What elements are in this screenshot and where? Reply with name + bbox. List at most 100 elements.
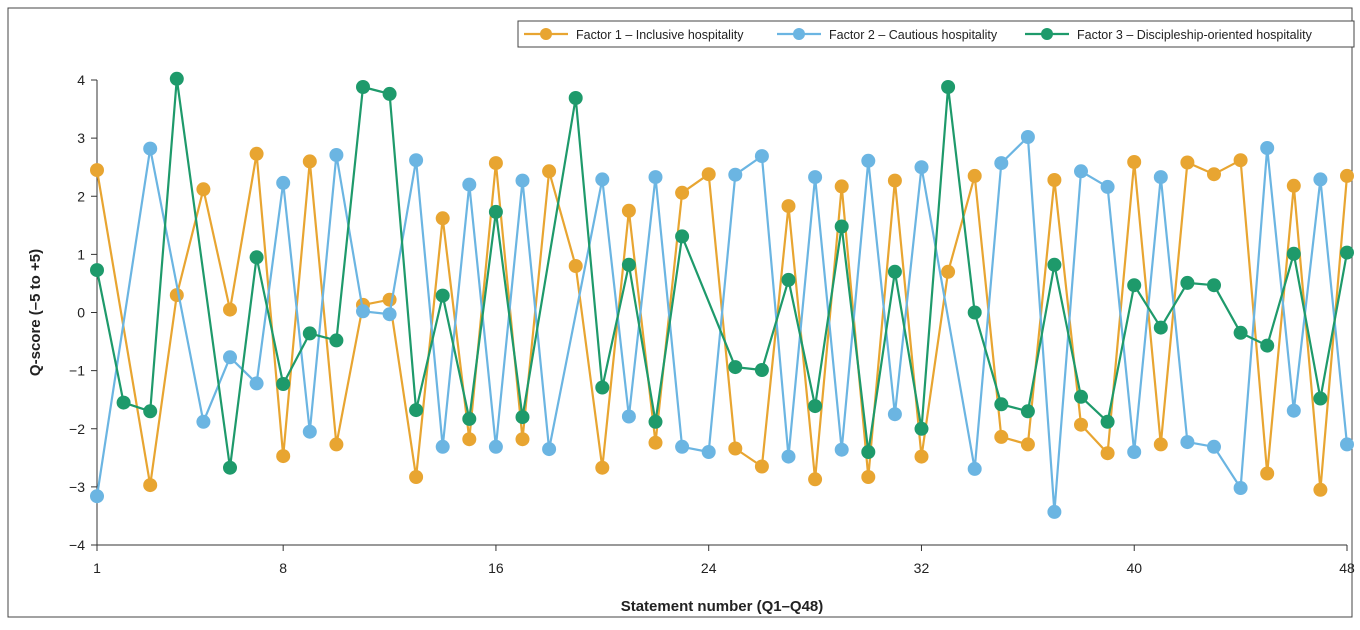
data-point [808,170,823,185]
data-point [276,377,291,391]
data-point [834,179,849,194]
y-axis-title: Q-score (–5 to +5) [27,249,44,376]
y-tick-label: −3 [69,479,85,495]
data-point [223,350,237,365]
data-point [515,432,530,447]
data-point [1207,167,1221,182]
series-2 [90,130,1354,519]
data-point [1020,404,1035,419]
data-point [861,153,876,168]
data-point [435,439,450,454]
data-point [1074,389,1088,404]
data-point [834,442,849,457]
data-point [1233,153,1248,168]
data-point [1153,320,1168,335]
legend: Factor 1 – Inclusive hospitality Factor 2… [517,20,1355,48]
data-point [967,168,982,183]
data-point [648,414,663,429]
data-point [488,439,503,454]
data-point [941,80,956,94]
data-point [1233,325,1248,340]
legend-label: Factor 3 – Discipleship-oriented hospita… [1077,28,1313,42]
data-point [1127,278,1142,293]
data-point [488,156,503,171]
legend-swatch-marker [793,28,805,40]
legend-label: Factor 2 – Cautious hospitality [829,28,998,42]
series-line [95,135,1349,513]
legend-swatch-marker [540,28,552,40]
y-tick-label: −1 [69,363,85,379]
y-tick-label: −4 [69,537,85,553]
data-point [329,333,344,348]
data-point [941,264,956,279]
data-point [1074,417,1088,432]
data-point [994,429,1009,444]
data-point [409,153,424,168]
data-point [1313,391,1328,406]
data-point [382,292,397,307]
data-point [1260,141,1275,155]
data-point [249,250,264,265]
x-tick-label: 1 [93,560,101,576]
data-point [728,360,743,375]
data-point [1180,275,1195,290]
x-axis-title: Statement number (Q1–Q48) [621,598,824,615]
data-point [887,264,902,279]
data-point [701,445,716,459]
data-point [808,472,823,487]
data-point [1340,245,1354,260]
axes: −4 −3 −2 −1 0 1 2 3 4 1 8 16 24 32 40 48 [69,72,1355,576]
data-point [754,149,769,164]
data-point [994,397,1009,412]
data-point [1260,338,1275,353]
data-point [1233,481,1248,495]
data-point [542,442,557,457]
data-point [515,173,530,188]
data-point [1286,403,1301,418]
data-point [1100,446,1115,461]
data-point [861,445,876,459]
data-point [648,170,663,185]
data-point [914,421,929,436]
data-point [329,148,344,162]
data-point [143,404,158,419]
data-point [1207,439,1221,454]
data-point [116,395,131,410]
data-point [90,163,104,178]
data-point [488,204,503,219]
data-point [701,167,716,182]
data-point [382,307,397,322]
data-point [1153,437,1168,452]
data-point [914,160,929,175]
data-point [1020,437,1035,452]
data-point [568,91,583,105]
data-point [1047,173,1062,187]
data-point [249,376,264,391]
data-point [356,80,370,94]
series-3 [90,71,1354,475]
data-point [1047,257,1062,272]
y-tick-label: 2 [77,188,85,204]
data-point [1074,164,1088,179]
data-point [1047,504,1062,519]
data-point [781,449,796,464]
legend-box [517,20,1355,48]
data-point [1127,155,1142,169]
data-point [675,229,690,244]
data-point [223,302,237,317]
data-point [781,272,796,287]
data-point [1286,178,1301,193]
x-tick-label: 40 [1126,560,1142,576]
data-point [568,259,583,273]
data-point [196,414,211,429]
data-point [143,478,158,493]
data-point [249,146,264,161]
y-tick-label: 3 [77,130,85,146]
data-point [302,326,317,341]
data-point [861,470,876,484]
data-point [621,257,636,272]
data-point [914,449,929,464]
data-point [409,470,424,484]
